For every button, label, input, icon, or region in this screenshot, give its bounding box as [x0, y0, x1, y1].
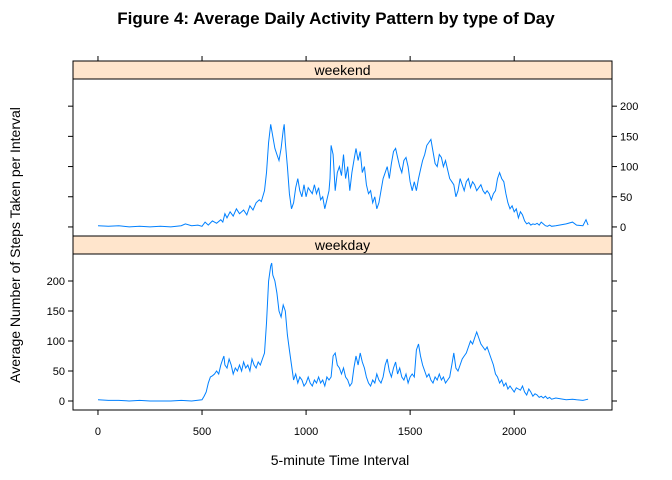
series-line-weekend — [98, 124, 588, 227]
y-axis-label: Average Number of Steps Taken per Interv… — [7, 107, 23, 383]
strip-label-weekday: weekday — [314, 237, 370, 253]
x-tick-label: 1500 — [398, 426, 422, 438]
y-tick-label: 0 — [620, 222, 626, 234]
x-tick-label: 500 — [193, 426, 211, 438]
y-tick-label: 50 — [53, 366, 65, 378]
y-tick-label: 150 — [47, 306, 65, 318]
y-tick-label: 100 — [620, 162, 638, 174]
series-line-weekday — [98, 263, 588, 401]
panel-frame-weekday — [73, 254, 612, 410]
panel-frame-weekend — [73, 79, 612, 236]
x-tick-label: 2000 — [502, 426, 526, 438]
y-tick-label: 100 — [47, 336, 65, 348]
y-tick-label: 50 — [620, 192, 632, 204]
x-axis-label: 5-minute Time Interval — [271, 452, 410, 468]
y-tick-label: 200 — [620, 101, 638, 113]
panel-weekday: weekday 0 50 100 150 200 — [47, 236, 617, 410]
y-tick-label: 200 — [47, 276, 65, 288]
strip-label-weekend: weekend — [313, 62, 370, 78]
panel-weekend: weekend 0 50 100 150 200 — [68, 61, 638, 236]
x-tick-label: 0 — [95, 426, 101, 438]
chart-title: Figure 4: Average Daily Activity Pattern… — [117, 9, 555, 28]
y-tick-label: 0 — [59, 396, 65, 408]
y-tick-label: 150 — [620, 131, 638, 143]
panels: weekend 0 50 100 150 200 weekday 0 50 100 150 200 — [47, 61, 639, 410]
x-tick-label: 1000 — [294, 426, 318, 438]
